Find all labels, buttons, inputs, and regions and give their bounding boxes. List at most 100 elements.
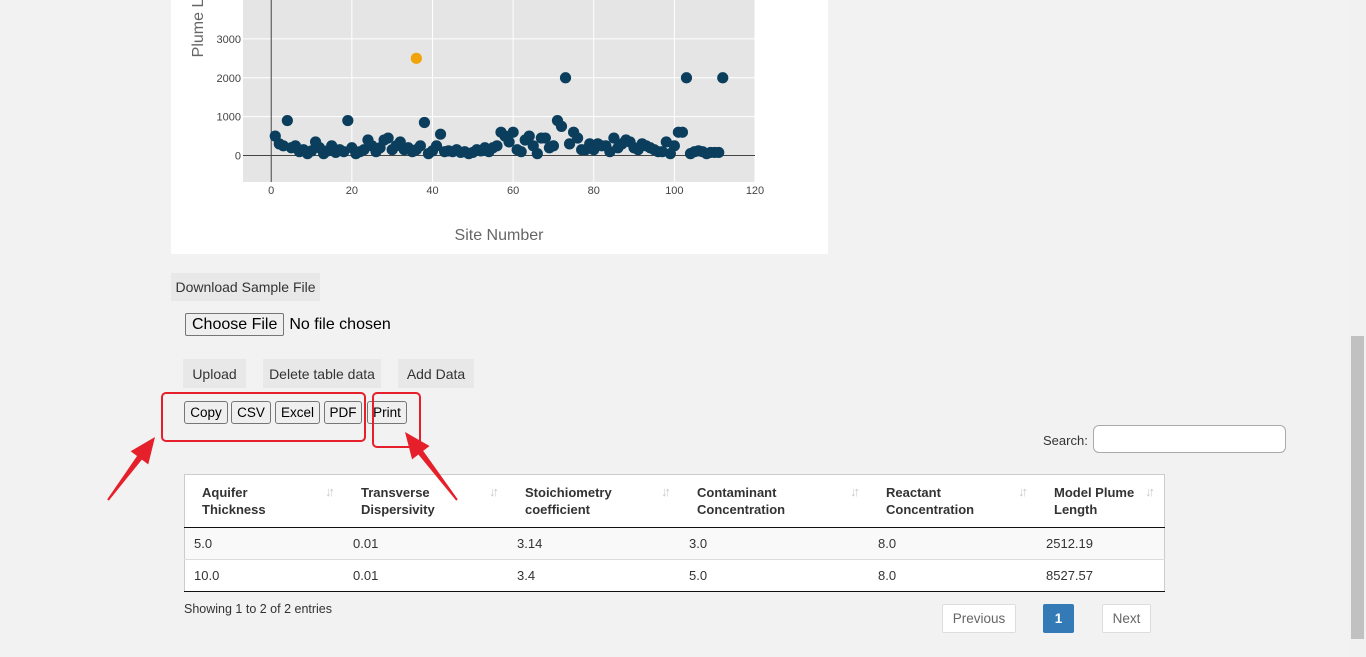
table-row: 10.0 0.01 3.4 5.0 8.0 8527.57	[184, 559, 1165, 592]
upload-button[interactable]: Upload	[183, 359, 246, 388]
data-point	[503, 136, 515, 148]
header-line: Aquifer	[202, 485, 248, 500]
table-cell: 2512.19	[1037, 527, 1165, 560]
data-point	[559, 72, 572, 84]
data-point	[281, 114, 293, 127]
file-status-text: No file chosen	[289, 315, 391, 333]
table-cell: 3.14	[508, 527, 680, 560]
header-line: Model Plume	[1054, 485, 1135, 500]
data-point	[539, 132, 551, 144]
data-point	[555, 120, 568, 132]
column-header-stoichiometry-coefficient[interactable]: Stoichiometry coefficient ↓↑	[508, 474, 680, 528]
table-cell: 5.0	[680, 559, 869, 592]
table-cell: 0.01	[344, 559, 508, 592]
sort-icon: ↓↑	[489, 484, 499, 499]
column-header-model-plume-length[interactable]: Model Plume Length ↓↑	[1037, 474, 1165, 528]
search-label: Search:	[1043, 433, 1088, 448]
y-tick-label: 2000	[217, 73, 241, 85]
data-point	[572, 132, 584, 144]
copy-button[interactable]: Copy	[184, 401, 228, 424]
next-page-button[interactable]: Next	[1102, 604, 1151, 633]
scrollbar-thumb[interactable]	[1351, 336, 1364, 639]
data-point	[531, 148, 543, 160]
x-tick-label: 20	[346, 185, 358, 197]
data-point	[547, 140, 560, 152]
x-tick-label: 80	[588, 185, 600, 197]
x-tick-label: 120	[746, 185, 764, 197]
x-tick-label: 100	[665, 185, 683, 197]
data-point	[523, 130, 535, 142]
sort-icon: ↓↑	[1018, 484, 1028, 499]
data-point	[434, 128, 447, 140]
scatter-chart: 0 20 40 60 80 100 120 0 1000 2000 3000 Site Number…	[190, 0, 764, 244]
sort-icon: ↓↑	[1145, 484, 1155, 499]
data-point	[713, 146, 725, 159]
header-line: Thickness	[202, 502, 266, 517]
sort-icon: ↓↑	[325, 484, 335, 499]
add-data-button[interactable]: Add Data	[398, 359, 474, 388]
download-sample-button[interactable]: Download Sample File	[171, 273, 320, 301]
pdf-button[interactable]: PDF	[324, 401, 362, 424]
data-point	[491, 140, 503, 152]
scatter-chart-panel: 0 20 40 60 80 100 120 0 1000 2000 3000 Site Number…	[171, 0, 828, 254]
y-tick-label: 3000	[217, 34, 241, 46]
y-axis-title: Plume L	[190, 0, 207, 57]
previous-page-button[interactable]: Previous	[942, 604, 1016, 633]
data-point	[410, 52, 422, 64]
header-line: Concentration	[886, 502, 975, 517]
y-tick-label: 0	[235, 151, 241, 163]
csv-button[interactable]: CSV	[231, 401, 271, 424]
table-header-row: Aquifer Thickness ↓↑ Transverse Dispersi…	[184, 474, 1165, 528]
data-point	[608, 132, 620, 144]
table-cell: 8.0	[869, 527, 1037, 560]
data-point	[515, 146, 527, 158]
header-line: Dispersivity	[361, 502, 435, 517]
data-point	[418, 116, 431, 129]
table-cell: 8527.57	[1037, 559, 1165, 592]
x-tick-label: 40	[426, 185, 438, 197]
header-line: Length	[1054, 502, 1098, 517]
header-line: Transverse	[361, 485, 430, 500]
print-button[interactable]: Print	[367, 401, 407, 424]
highlight-box-print	[372, 392, 421, 448]
excel-button[interactable]: Excel	[275, 401, 320, 424]
table-cell: 8.0	[869, 559, 1037, 592]
search-input[interactable]	[1093, 425, 1286, 453]
data-point	[507, 126, 519, 138]
data-point	[414, 140, 426, 152]
highlight-box-export	[161, 392, 366, 442]
data-point	[680, 72, 693, 84]
column-header-aquifer-thickness[interactable]: Aquifer Thickness ↓↑	[184, 474, 344, 528]
table-info-text: Showing 1 to 2 of 2 entries	[184, 602, 333, 616]
delete-table-data-button[interactable]: Delete table data	[263, 359, 381, 388]
table-cell: 5.0	[184, 527, 344, 560]
column-header-transverse-dispersivity[interactable]: Transverse Dispersivity ↓↑	[344, 474, 508, 528]
x-axis-title: Site Number	[455, 227, 545, 244]
y-tick-label: 1000	[217, 112, 241, 124]
header-line: Concentration	[697, 502, 786, 517]
table-cell: 0.01	[344, 527, 508, 560]
arrow-to-export-buttons	[107, 437, 155, 501]
table-cell: 10.0	[184, 559, 344, 592]
header-line: Reactant	[886, 485, 941, 500]
sort-icon: ↓↑	[661, 484, 671, 499]
data-point	[382, 132, 394, 144]
x-tick-label: 0	[268, 185, 274, 197]
file-input[interactable]: Choose File No file chosen	[185, 313, 391, 336]
data-point	[563, 138, 576, 150]
page-1-button[interactable]: 1	[1043, 604, 1074, 633]
data-point	[342, 114, 354, 127]
choose-file-button[interactable]: Choose File	[185, 313, 285, 336]
header-line: Stoichiometry	[525, 485, 612, 500]
header-line: Contaminant	[697, 485, 777, 500]
x-tick-label: 60	[507, 185, 519, 197]
table-row: 5.0 0.01 3.14 3.0 8.0 2512.19	[184, 527, 1165, 560]
data-point	[717, 72, 729, 84]
header-line: coefficient	[525, 502, 591, 517]
sort-icon: ↓↑	[850, 484, 860, 499]
column-header-contaminant-concentration[interactable]: Contaminant Concentration ↓↑	[680, 474, 869, 528]
data-point	[676, 126, 689, 138]
column-header-reactant-concentration[interactable]: Reactant Concentration ↓↑	[869, 474, 1037, 528]
table-cell: 3.4	[508, 559, 680, 592]
data-table: Aquifer Thickness ↓↑ Transverse Dispersi…	[184, 474, 1165, 592]
